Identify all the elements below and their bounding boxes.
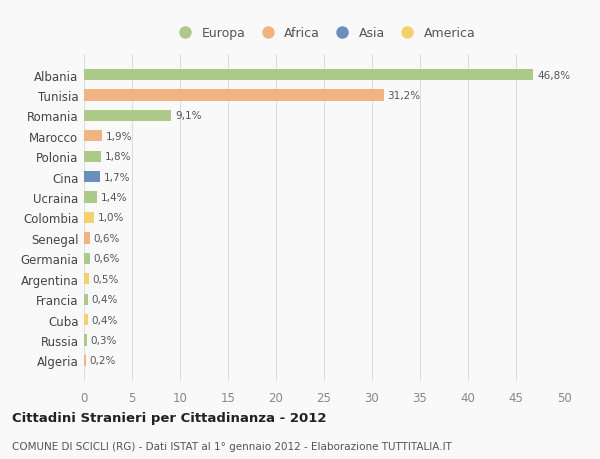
Bar (84, 233, 90, 244)
Bar (84, 90, 383, 101)
Bar (84, 70, 533, 81)
Text: Cittadini Stranieri per Cittadinanza - 2012: Cittadini Stranieri per Cittadinanza - 2… (12, 412, 326, 425)
Text: COMUNE DI SCICLI (RG) - Dati ISTAT al 1° gennaio 2012 - Elaborazione TUTTITALIA.: COMUNE DI SCICLI (RG) - Dati ISTAT al 1°… (12, 441, 452, 451)
Bar (84, 151, 101, 162)
Text: 1,9%: 1,9% (106, 132, 133, 141)
Text: 1,8%: 1,8% (105, 152, 131, 162)
Text: 9,1%: 9,1% (175, 111, 202, 121)
Text: 1,7%: 1,7% (104, 172, 131, 182)
Bar (84, 314, 88, 325)
Text: 46,8%: 46,8% (537, 71, 570, 80)
Bar (84, 253, 90, 264)
Bar (84, 274, 89, 285)
Bar (84, 335, 87, 346)
Text: 0,6%: 0,6% (94, 233, 120, 243)
Text: 0,4%: 0,4% (92, 295, 118, 304)
Bar (84, 213, 94, 224)
Bar (84, 172, 100, 183)
Bar (84, 192, 97, 203)
Bar (84, 111, 172, 122)
Text: 1,4%: 1,4% (101, 193, 128, 203)
Text: 1,0%: 1,0% (97, 213, 124, 223)
Text: 0,5%: 0,5% (92, 274, 119, 284)
Text: 0,3%: 0,3% (91, 335, 117, 345)
Text: 0,4%: 0,4% (92, 315, 118, 325)
Bar (84, 131, 102, 142)
Text: 31,2%: 31,2% (388, 91, 421, 101)
Bar (84, 294, 88, 305)
Bar (84, 355, 86, 366)
Text: 0,6%: 0,6% (94, 254, 120, 264)
Text: 0,2%: 0,2% (90, 356, 116, 365)
Legend: Europa, Africa, Asia, America: Europa, Africa, Asia, America (167, 22, 481, 45)
